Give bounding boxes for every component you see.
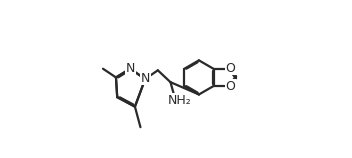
Text: N: N	[140, 72, 150, 85]
Text: O: O	[226, 62, 235, 75]
Text: O: O	[226, 80, 235, 93]
Text: NH₂: NH₂	[168, 94, 191, 107]
Text: N: N	[126, 62, 135, 75]
